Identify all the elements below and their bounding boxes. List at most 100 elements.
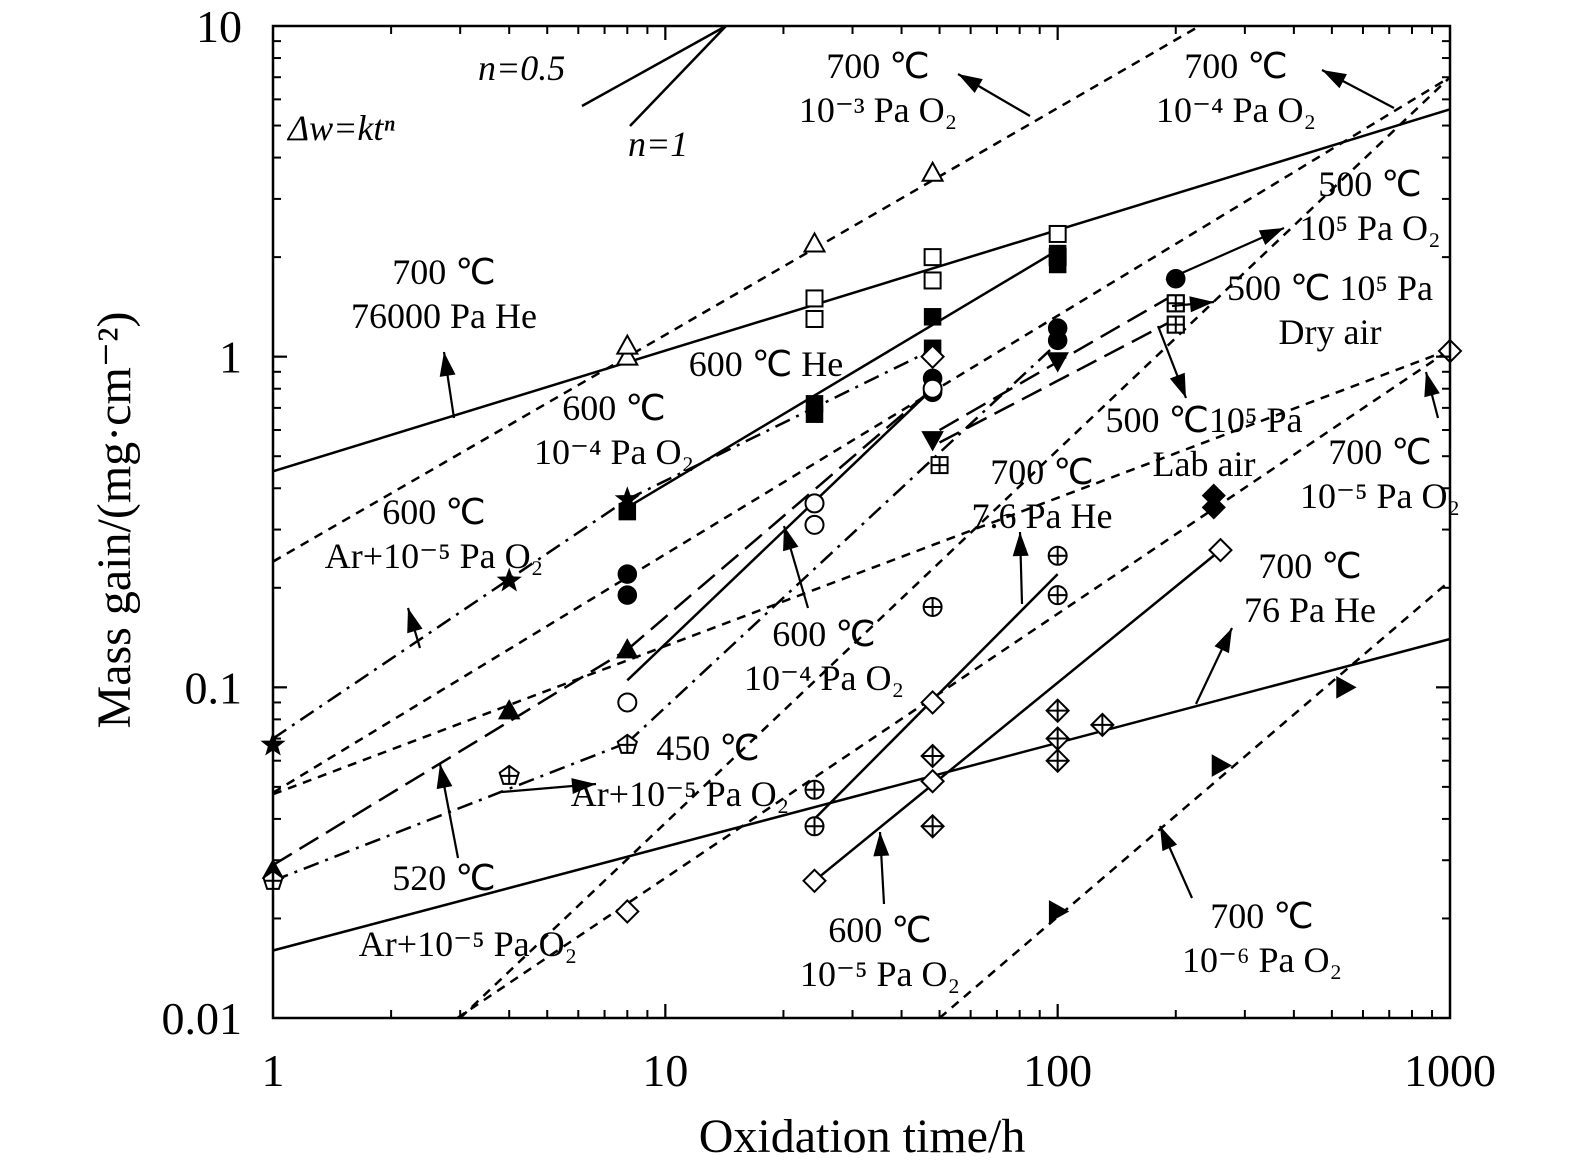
data-point (805, 395, 824, 413)
annotation-text: 600 ℃ (562, 388, 665, 428)
x-tick-label: 1 (262, 1045, 285, 1096)
data-point (920, 743, 946, 769)
annotation-text: 500 ℃ 10⁵ Pa (1227, 268, 1433, 308)
data-point (1089, 712, 1115, 738)
data-point (922, 378, 943, 399)
annotation-text: 700 ℃ (826, 46, 929, 86)
data-point (616, 733, 638, 754)
fit-line (272, 76, 1451, 794)
annotation-text: 600 ℃ (382, 492, 485, 532)
annotation-text: Ar+10⁻⁵ Pa O₂ (359, 924, 577, 964)
data-point (1046, 352, 1069, 373)
fit-line (459, 76, 1451, 1019)
slope-line-one (629, 25, 727, 127)
arrow-head (1322, 70, 1347, 89)
arrow-head (873, 832, 890, 857)
data-point (497, 699, 521, 720)
annotation-text: 10⁵ Pa O₂ (1299, 208, 1440, 248)
fit-line (272, 24, 1201, 563)
slope-label-half: n=0.5 (478, 48, 565, 88)
data-point (804, 779, 825, 800)
annotation-text: 76 Pa He (1244, 590, 1376, 630)
data-point (617, 564, 638, 584)
data-point (923, 248, 942, 267)
data-point (1048, 900, 1070, 923)
fit-line (272, 348, 1451, 796)
x-tick-label: 1000 (1404, 1045, 1496, 1096)
data-point (1166, 294, 1185, 313)
equation-label: Δw=ktⁿ (286, 108, 395, 148)
fit-line (626, 348, 934, 501)
data-point (1047, 318, 1068, 338)
data-point (804, 816, 825, 837)
annotation-text: 700 ℃ (1258, 546, 1361, 586)
arrow-head (1160, 826, 1178, 852)
annotation-text: 600 ℃ (828, 910, 931, 950)
annotation-text: 10⁻⁴ Pa O₂ (1156, 90, 1316, 130)
data-point (1166, 315, 1185, 334)
data-point (920, 768, 946, 794)
annotation-text: 76000 Pa He (351, 296, 537, 336)
annotation-text: 10⁻⁵ Pa O₂ (1300, 476, 1460, 516)
annotation-text: 10⁻³ Pa O₂ (799, 90, 957, 130)
annotation-text: 450 ℃ (656, 728, 759, 768)
data-point (496, 567, 522, 592)
data-point (804, 493, 825, 514)
data-point (1047, 545, 1068, 566)
arrow-head (783, 526, 799, 552)
fit-line (272, 108, 1451, 473)
annotation-text: 500 ℃10⁵ Pa (1106, 400, 1303, 440)
annotation-text: Lab air (1153, 444, 1256, 484)
fit-line (272, 498, 629, 740)
data-point (614, 486, 640, 511)
annotation-text: Ar+10⁻⁵ Pa O₂ (325, 536, 543, 576)
data-point (920, 344, 946, 370)
annotation-text: 10⁻⁴ Pa O₂ (534, 432, 694, 472)
annotation-text: 520 ℃ (392, 858, 495, 898)
fit-line (272, 637, 1451, 952)
arrow-head (1258, 228, 1284, 245)
data-point (804, 514, 825, 535)
y-tick-label: 0.1 (185, 662, 243, 713)
data-point (615, 344, 640, 366)
plot-frame (271, 24, 1452, 1020)
fit-line (938, 317, 1177, 444)
annotation-text: 700 ℃ (392, 252, 495, 292)
annotation-text: 500 ℃ (1318, 164, 1421, 204)
data-point (1047, 585, 1068, 606)
data-point (1048, 244, 1067, 263)
data-point (921, 431, 944, 452)
data-point (920, 690, 946, 715)
fit-line (626, 387, 934, 651)
fit-line (938, 579, 1451, 1019)
annotation-text: 600 ℃ He (689, 344, 843, 384)
annotation-text: Ar+10⁻⁵ Pa O₂ (571, 774, 789, 814)
data-point (1048, 224, 1067, 243)
data-point (1336, 676, 1357, 699)
fit-line (626, 387, 934, 682)
annotation-text: Dry air (1279, 312, 1382, 352)
annotation-text: 700 ℃ (1184, 46, 1287, 86)
x-tick-label: 100 (1023, 1045, 1092, 1096)
slope-label-one: n=1 (628, 124, 688, 164)
data-point (617, 585, 638, 605)
data-point (617, 692, 638, 713)
data-point (615, 333, 640, 355)
x-axis-title: Oxidation time/h (699, 1110, 1026, 1163)
data-point (614, 899, 640, 924)
data-point (802, 868, 827, 894)
data-point (805, 289, 824, 308)
data-point (805, 309, 824, 328)
arrow-head (407, 608, 423, 634)
y-tick-label: 0.01 (162, 993, 243, 1044)
data-point (1045, 698, 1071, 724)
annotation-text: 10⁻⁵ Pa O₂ (800, 954, 960, 994)
annotation-text: 7.6 Pa He (972, 496, 1113, 536)
fit-line (272, 648, 628, 867)
data-point (1045, 726, 1071, 751)
y-tick-label: 1 (219, 332, 242, 383)
data-markers (260, 160, 1463, 924)
data-point (616, 638, 639, 659)
